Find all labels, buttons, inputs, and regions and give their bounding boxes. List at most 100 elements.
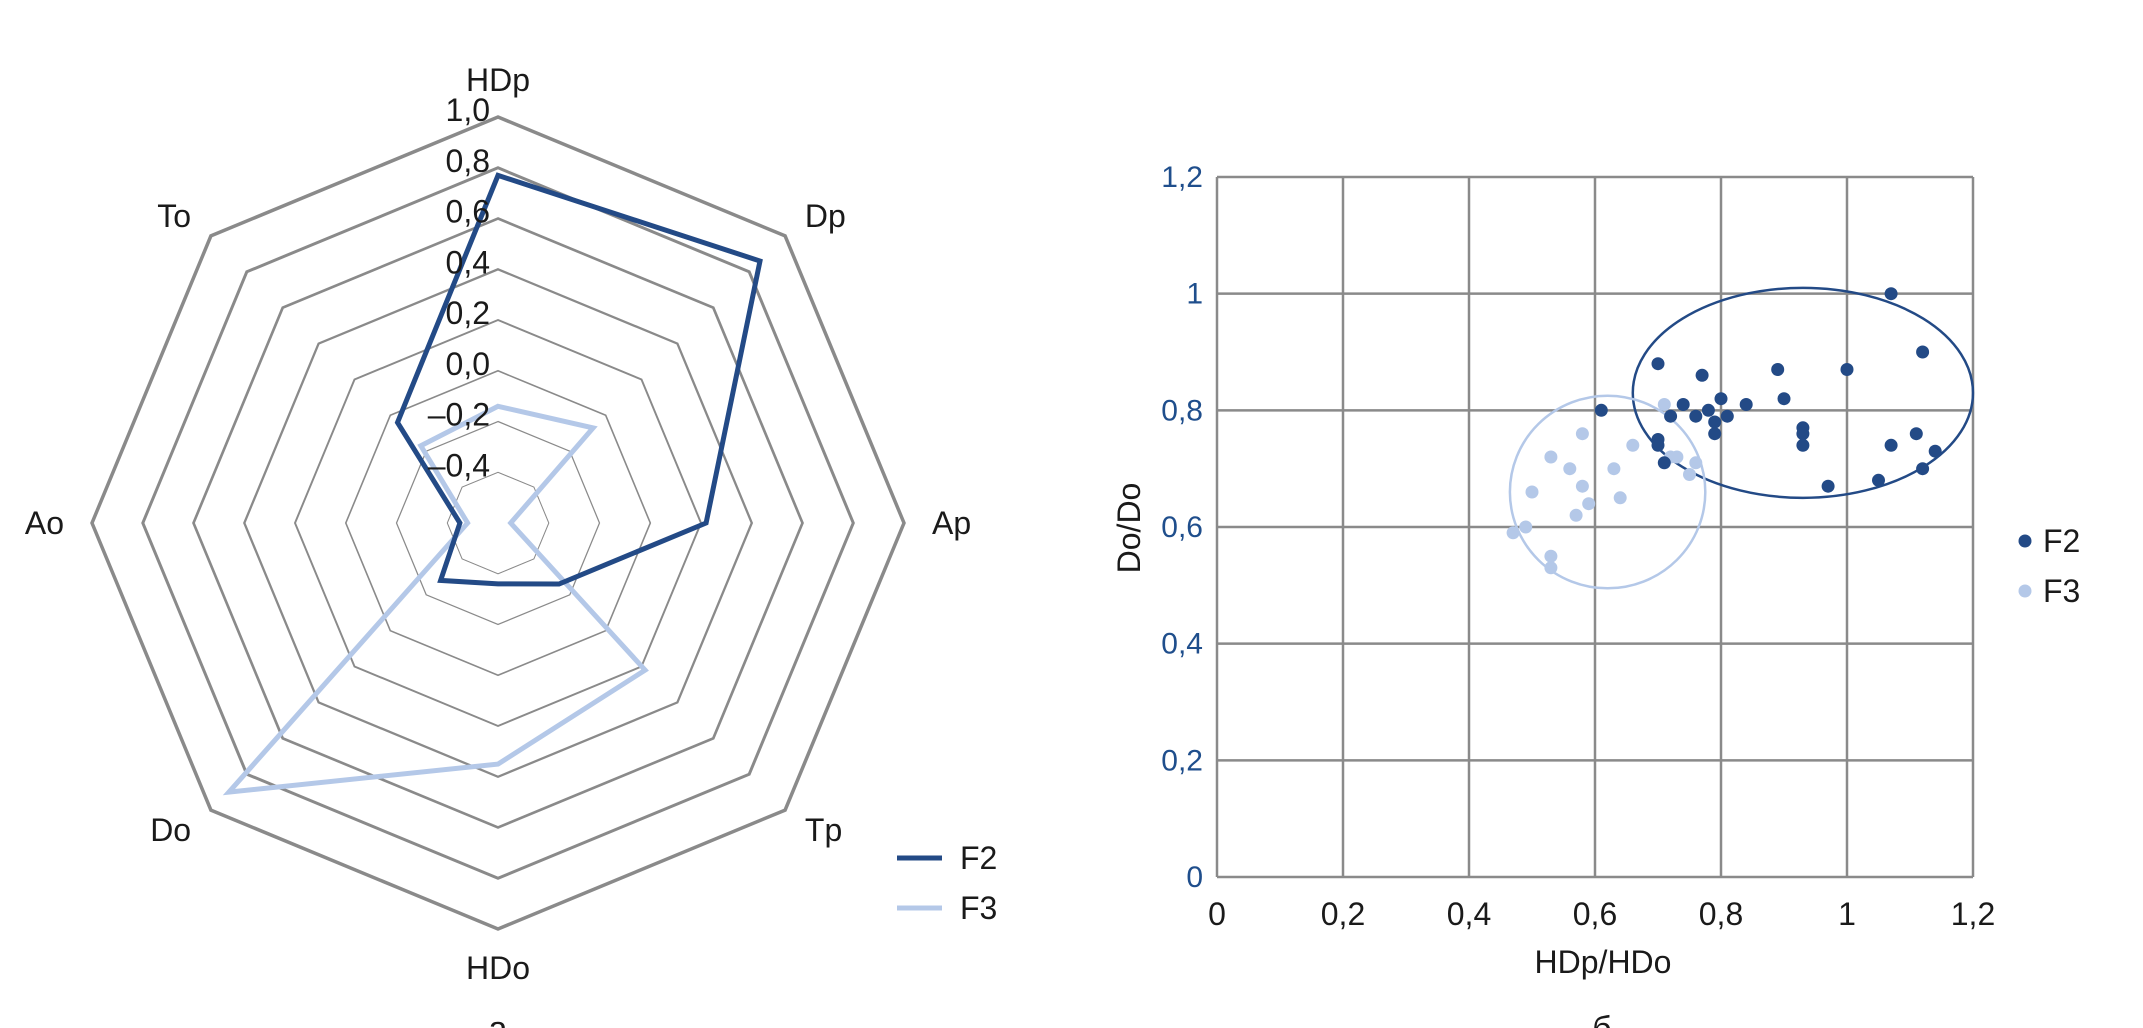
scatter-point-f2	[1695, 368, 1709, 382]
scatter-chart: 0 0,2 0,4 0,6 0,8 1 1,2 0 0,2 0,4 0,6 0,8 1 1,2 HDp/H…	[1111, 161, 2080, 980]
scatter-point-f3	[1670, 450, 1684, 464]
scatter-point-f2	[1884, 287, 1898, 301]
radar-legend-label-f3: F3	[960, 890, 997, 926]
scatter-point-f3	[1525, 485, 1539, 499]
scatter-x-tick-label: 1	[1838, 896, 1856, 932]
scatter-point-f3	[1582, 497, 1596, 511]
radar-ring	[446, 471, 550, 575]
scatter-point-f3	[1689, 456, 1703, 470]
scatter-legend-marker-f2	[2018, 534, 2032, 548]
scatter-ellipse-f3	[1508, 394, 1707, 590]
scatter-ellipse-f2	[1631, 286, 1975, 500]
scatter-point-f3	[1569, 508, 1583, 522]
scatter-y-tick-label: 0	[1186, 861, 1203, 894]
scatter-point-f2	[1916, 462, 1930, 476]
radar-legend-label-f2: F2	[960, 840, 997, 876]
scatter-point-f3	[1607, 462, 1621, 476]
scatter-point-f2	[1909, 427, 1923, 441]
scatter-point-f3	[1575, 479, 1589, 493]
scatter-y-tick-label: 0,6	[1161, 511, 1203, 544]
scatter-x-tick-label: 0,2	[1321, 896, 1365, 932]
radar-tick-label: 1,0	[446, 92, 490, 128]
radar-series-f3	[222, 403, 649, 796]
scatter-y-tick-label: 0,4	[1161, 628, 1203, 661]
scatter-point-f3	[1575, 427, 1589, 441]
scatter-point-f2	[1594, 403, 1608, 417]
radar-axis-label-dp: Dp	[805, 198, 846, 234]
scatter-y-tick-label: 1,2	[1161, 161, 1203, 194]
scatter-point-f3	[1563, 462, 1577, 476]
scatter-point-f3	[1544, 549, 1558, 563]
radar-ring	[293, 318, 703, 728]
scatter-point-f3	[1683, 468, 1696, 481]
scatter-point-f2	[1771, 363, 1785, 376]
radar-chart: HDp Dp Ap Tp HDo Do Ao To –0,4 –0,2 0,0 0,2 0,4 0,6 0…	[25, 62, 997, 986]
scatter-point-f3	[1626, 438, 1640, 452]
scatter-point-f2	[1821, 479, 1835, 493]
radar-axis-label-hdo: HDo	[466, 950, 530, 986]
radar-axis-label-tp: Tp	[805, 812, 842, 848]
scatter-point-f3	[1519, 520, 1533, 534]
scatter-y-axis-title: Do/Do	[1111, 483, 1147, 574]
radar-ring	[192, 217, 804, 829]
radar-axis-label-hdp: HDp	[466, 62, 530, 98]
scatter-point-f3	[1506, 526, 1520, 540]
scatter-point-f2	[1739, 398, 1753, 411]
radar-tick-label: –0,4	[428, 447, 490, 483]
scatter-point-f2	[1928, 444, 1942, 458]
radar-tick-label: 0,4	[446, 244, 490, 280]
scatter-point-f2	[1884, 438, 1898, 452]
radar-ring	[90, 115, 906, 931]
scatter-point-f2	[1840, 363, 1854, 376]
panel-label-a: а	[489, 1010, 508, 1028]
scatter-x-axis-title: HDp/HDo	[1535, 944, 1672, 980]
radar-ring	[141, 166, 855, 880]
scatter-y-tick-label: 1	[1186, 278, 1203, 311]
radar-axis-label-ap: Ap	[932, 505, 971, 541]
radar-series-f2	[394, 172, 763, 587]
scatter-point-f2	[1916, 345, 1930, 359]
scatter-legend-label-f2: F2	[2043, 523, 2080, 559]
radar-tick-label: 0,0	[446, 346, 490, 382]
radar-ring	[243, 268, 754, 779]
scatter-legend-label-f3: F3	[2043, 573, 2080, 609]
scatter-point-f3	[1657, 398, 1671, 411]
radar-ring	[344, 369, 652, 677]
radar-series	[222, 172, 763, 796]
scatter-point-f3	[1544, 450, 1558, 464]
scatter-point-f2	[1796, 438, 1810, 452]
panel-label-b: б	[1592, 1010, 1611, 1028]
radar-tick-label: –0,2	[428, 397, 490, 433]
scatter-point-f2	[1651, 438, 1665, 452]
scatter-legend-marker-f3	[2018, 584, 2032, 598]
scatter-x-tick-label: 0	[1208, 896, 1226, 932]
radar-tick-label: 0,6	[446, 194, 490, 230]
scatter-x-tick-label: 0,4	[1447, 896, 1491, 932]
scatter-point-f2	[1701, 403, 1715, 417]
scatter-point-f2	[1708, 427, 1722, 441]
scatter-point-f2	[1796, 427, 1810, 441]
radar-axis-label-do: Do	[150, 812, 191, 848]
scatter-point-f2	[1651, 357, 1665, 371]
scatter-y-tick-label: 0,8	[1161, 394, 1203, 427]
radar-axis-label-ao: Ao	[25, 505, 64, 541]
radar-tick-labels: –0,4 –0,2 0,0 0,2 0,4 0,6 0,8 1,0	[428, 92, 490, 483]
radar-ring	[395, 420, 601, 626]
scatter-point-f2	[1714, 392, 1728, 406]
scatter-grid	[1215, 175, 1975, 879]
scatter-point-f2	[1720, 409, 1734, 423]
scatter-point-f2	[1708, 415, 1722, 429]
scatter-point-f2	[1676, 398, 1690, 411]
scatter-x-tick-label: 0,6	[1573, 896, 1617, 932]
scatter-point-f3	[1613, 491, 1627, 505]
radar-tick-label: 0,2	[446, 295, 490, 331]
scatter-x-tick-label: 1,2	[1951, 896, 1995, 932]
scatter-ellipses	[1508, 286, 1975, 590]
radar-grid	[90, 115, 906, 931]
scatter-ticks: 0 0,2 0,4 0,6 0,8 1 1,2 0 0,2 0,4 0,6 0,8 1 1,2	[1161, 161, 1995, 932]
scatter-point-f2	[1689, 409, 1703, 423]
scatter-point-f2	[1664, 409, 1678, 423]
